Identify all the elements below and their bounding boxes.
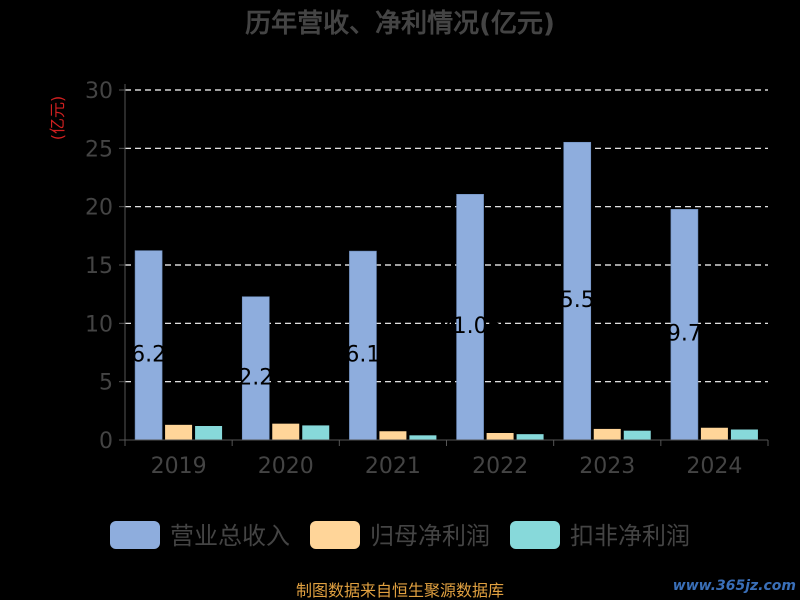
data-label: 19.77: [653, 322, 716, 347]
legend-label: 扣非净利润: [570, 522, 690, 550]
y-tick-label: 30: [85, 79, 113, 104]
bar-2: [486, 433, 514, 440]
watermark: www.365jz.com: [673, 578, 796, 594]
data-label: 16.19: [331, 343, 394, 368]
data-label: 21.06: [439, 314, 502, 339]
bar-2: [165, 424, 193, 440]
data-labels: 16.23 12.28 16.19 21.06 25.52 19.77: [117, 288, 716, 390]
x-tick-label: 2019: [151, 454, 207, 479]
source-note: 制图数据来自恒生聚源数据库: [296, 581, 504, 600]
legend: 营业总收入 归母净利润 扣非净利润: [110, 521, 690, 550]
x-tick-label: 2024: [686, 454, 742, 479]
bar-2: [272, 423, 300, 440]
chart-title: 历年营收、净利情况(亿元): [245, 8, 555, 39]
bar-2: [379, 431, 407, 440]
bar-2: [700, 427, 728, 440]
bar-1: [456, 194, 484, 441]
bar-1: [563, 141, 592, 441]
y-tick-label: 10: [85, 312, 113, 337]
y-tick-label: 5: [99, 371, 113, 396]
y-axis-label: (亿元): [48, 96, 67, 141]
x-tick-label: 2020: [258, 454, 314, 479]
grid-lines: [125, 89, 768, 383]
legend-swatch: [510, 521, 560, 549]
data-label: 25.52: [546, 288, 609, 313]
x-tick-label: 2022: [472, 454, 528, 479]
x-tick-label: 2023: [579, 454, 635, 479]
legend-label: 营业总收入: [170, 522, 290, 550]
bar-2: [593, 428, 621, 440]
data-label: 16.23: [117, 342, 180, 367]
bar-3: [730, 429, 758, 440]
bars: [134, 141, 758, 441]
y-tick-label: 0: [99, 429, 113, 454]
bar-3: [409, 435, 437, 440]
bar-1: [349, 250, 377, 441]
axes: 0 5 10 15 20 25 30 2019 2020 2021 2022 2023 2024: [85, 79, 769, 479]
x-tick-label: 2021: [365, 454, 421, 479]
data-label: 12.28: [224, 365, 287, 390]
legend-swatch: [110, 521, 160, 549]
legend-label: 归母净利润: [370, 522, 490, 550]
y-tick-label: 20: [85, 196, 113, 221]
bar-1: [670, 209, 699, 441]
bar-3: [516, 434, 544, 440]
y-tick-label: 15: [85, 254, 113, 279]
bar-3: [302, 425, 330, 440]
bar-3: [195, 426, 223, 440]
legend-swatch: [310, 521, 360, 549]
bar-1: [134, 250, 163, 441]
y-tick-label: 25: [85, 137, 113, 162]
bar-3: [623, 430, 651, 440]
